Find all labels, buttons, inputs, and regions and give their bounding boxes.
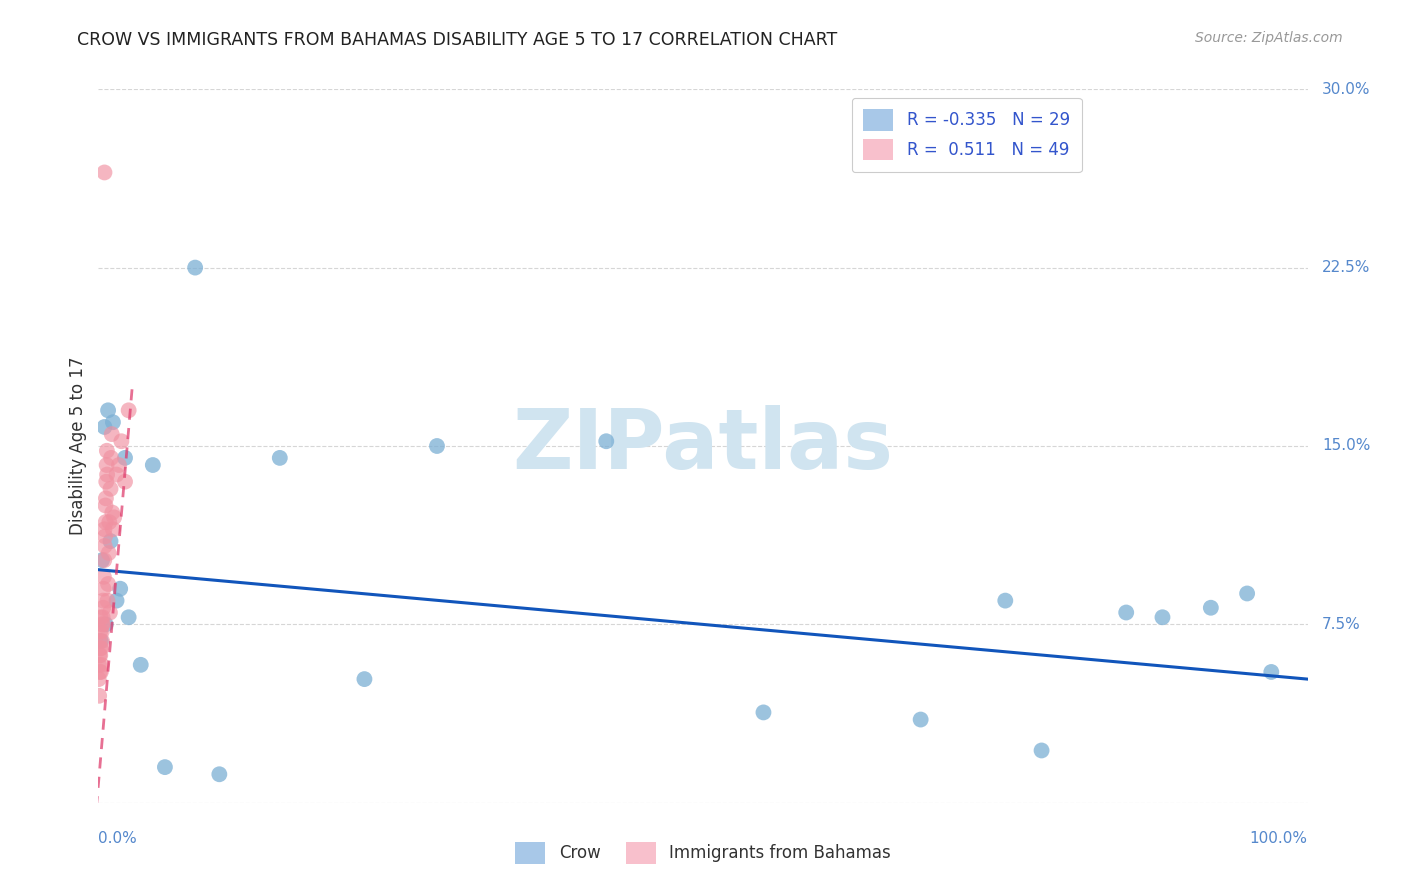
Point [94, 515, 117, 529]
Point [100, 450, 122, 465]
Point [89, 641, 111, 656]
Text: 22.5%: 22.5% [1322, 260, 1371, 275]
Point [89, 648, 111, 663]
Point [93, 570, 115, 584]
Point [89, 689, 111, 703]
Point [91, 610, 114, 624]
Legend: R = -0.335   N = 29, R =  0.511   N = 49: R = -0.335 N = 29, R = 0.511 N = 49 [852, 97, 1081, 172]
Point [353, 672, 375, 686]
Point [91, 634, 114, 648]
Point [96, 593, 118, 607]
Point [96, 443, 118, 458]
Text: 0.0%: 0.0% [98, 831, 138, 847]
Point [595, 434, 617, 449]
Point [89, 634, 111, 648]
Y-axis label: Disability Age 5 to 17: Disability Age 5 to 17 [69, 357, 87, 535]
Point [93, 522, 115, 536]
Text: 7.5%: 7.5% [1322, 617, 1361, 632]
Point [93, 539, 115, 553]
Point [118, 610, 141, 624]
Text: 100.0%: 100.0% [1250, 831, 1308, 847]
Point [129, 657, 152, 672]
Point [101, 522, 124, 536]
Point [94, 617, 117, 632]
Point [90, 641, 112, 656]
Legend: Crow, Immigrants from Bahamas: Crow, Immigrants from Bahamas [509, 836, 897, 871]
Point [94, 529, 117, 543]
Point [97, 577, 120, 591]
Point [96, 467, 118, 482]
Point [103, 510, 125, 524]
Text: Source: ZipAtlas.com: Source: ZipAtlas.com [1195, 31, 1343, 45]
Point [1152, 610, 1174, 624]
Point [97, 546, 120, 560]
Point [96, 475, 118, 489]
Point [101, 506, 124, 520]
Point [90, 610, 112, 624]
Point [93, 420, 115, 434]
Point [269, 450, 291, 465]
Point [90, 665, 112, 679]
Point [94, 499, 117, 513]
Point [105, 467, 128, 482]
Point [97, 403, 120, 417]
Text: 30.0%: 30.0% [1322, 82, 1371, 96]
Point [1199, 600, 1222, 615]
Point [94, 491, 117, 506]
Point [100, 534, 122, 549]
Point [153, 760, 176, 774]
Point [208, 767, 231, 781]
Text: 15.0%: 15.0% [1322, 439, 1371, 453]
Point [114, 475, 136, 489]
Point [142, 458, 165, 472]
Point [108, 582, 131, 596]
Point [994, 593, 1017, 607]
Point [105, 593, 128, 607]
Point [91, 593, 114, 607]
Text: ZIPatlas: ZIPatlas [513, 406, 893, 486]
Text: CROW VS IMMIGRANTS FROM BAHAMAS DISABILITY AGE 5 TO 17 CORRELATION CHART: CROW VS IMMIGRANTS FROM BAHAMAS DISABILI… [77, 31, 838, 49]
Point [1260, 665, 1282, 679]
Point [93, 553, 115, 567]
Point [101, 415, 124, 429]
Point [98, 606, 121, 620]
Point [87, 657, 110, 672]
Point [110, 434, 132, 449]
Point [91, 617, 114, 632]
Point [752, 706, 775, 720]
Point [118, 403, 141, 417]
Point [96, 458, 118, 472]
Point [1031, 743, 1053, 757]
Point [910, 713, 932, 727]
Point [91, 617, 114, 632]
Point [91, 600, 114, 615]
Point [1236, 586, 1258, 600]
Point [90, 634, 112, 648]
Point [108, 458, 131, 472]
Point [89, 648, 111, 663]
Point [90, 624, 112, 639]
Point [93, 582, 115, 596]
Point [87, 672, 110, 686]
Point [184, 260, 207, 275]
Point [98, 515, 121, 529]
Point [90, 657, 112, 672]
Point [426, 439, 449, 453]
Point [93, 165, 115, 179]
Point [114, 450, 136, 465]
Point [1115, 606, 1137, 620]
Point [89, 624, 111, 639]
Point [100, 482, 122, 496]
Point [89, 665, 111, 679]
Point [91, 553, 114, 567]
Point [100, 427, 122, 442]
